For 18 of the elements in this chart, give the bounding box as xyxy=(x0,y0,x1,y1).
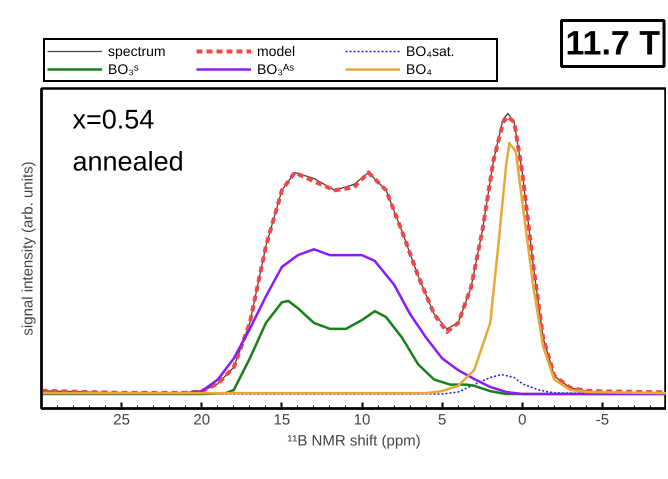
legend-label: model xyxy=(257,42,296,60)
x-tick-label: 5 xyxy=(438,412,446,428)
text: 11.7 T xyxy=(566,24,660,62)
x-tick-label: 0 xyxy=(518,412,526,428)
x-axis-title: ¹¹B NMR shift (ppm) xyxy=(287,432,421,450)
legend-label: BO₄ xyxy=(406,60,433,78)
legend-label: spectrum xyxy=(108,42,167,60)
x-tick-label: 10 xyxy=(354,412,370,428)
legend-label: BO₄sat. xyxy=(406,42,456,60)
x-tick-label: 25 xyxy=(113,412,130,428)
legend-label: BO₃ᴬˢ xyxy=(257,60,296,78)
y-axis-title: signal intensity (arb. units) xyxy=(20,161,36,336)
x-tick-label: -5 xyxy=(596,412,610,428)
x-tick-label: 20 xyxy=(193,412,210,428)
annotation: x=0.54 xyxy=(72,104,154,134)
x-tick-label: 15 xyxy=(274,412,290,428)
legend-label: BO₃ˢ xyxy=(108,60,140,78)
annotation: annealed xyxy=(72,146,184,176)
